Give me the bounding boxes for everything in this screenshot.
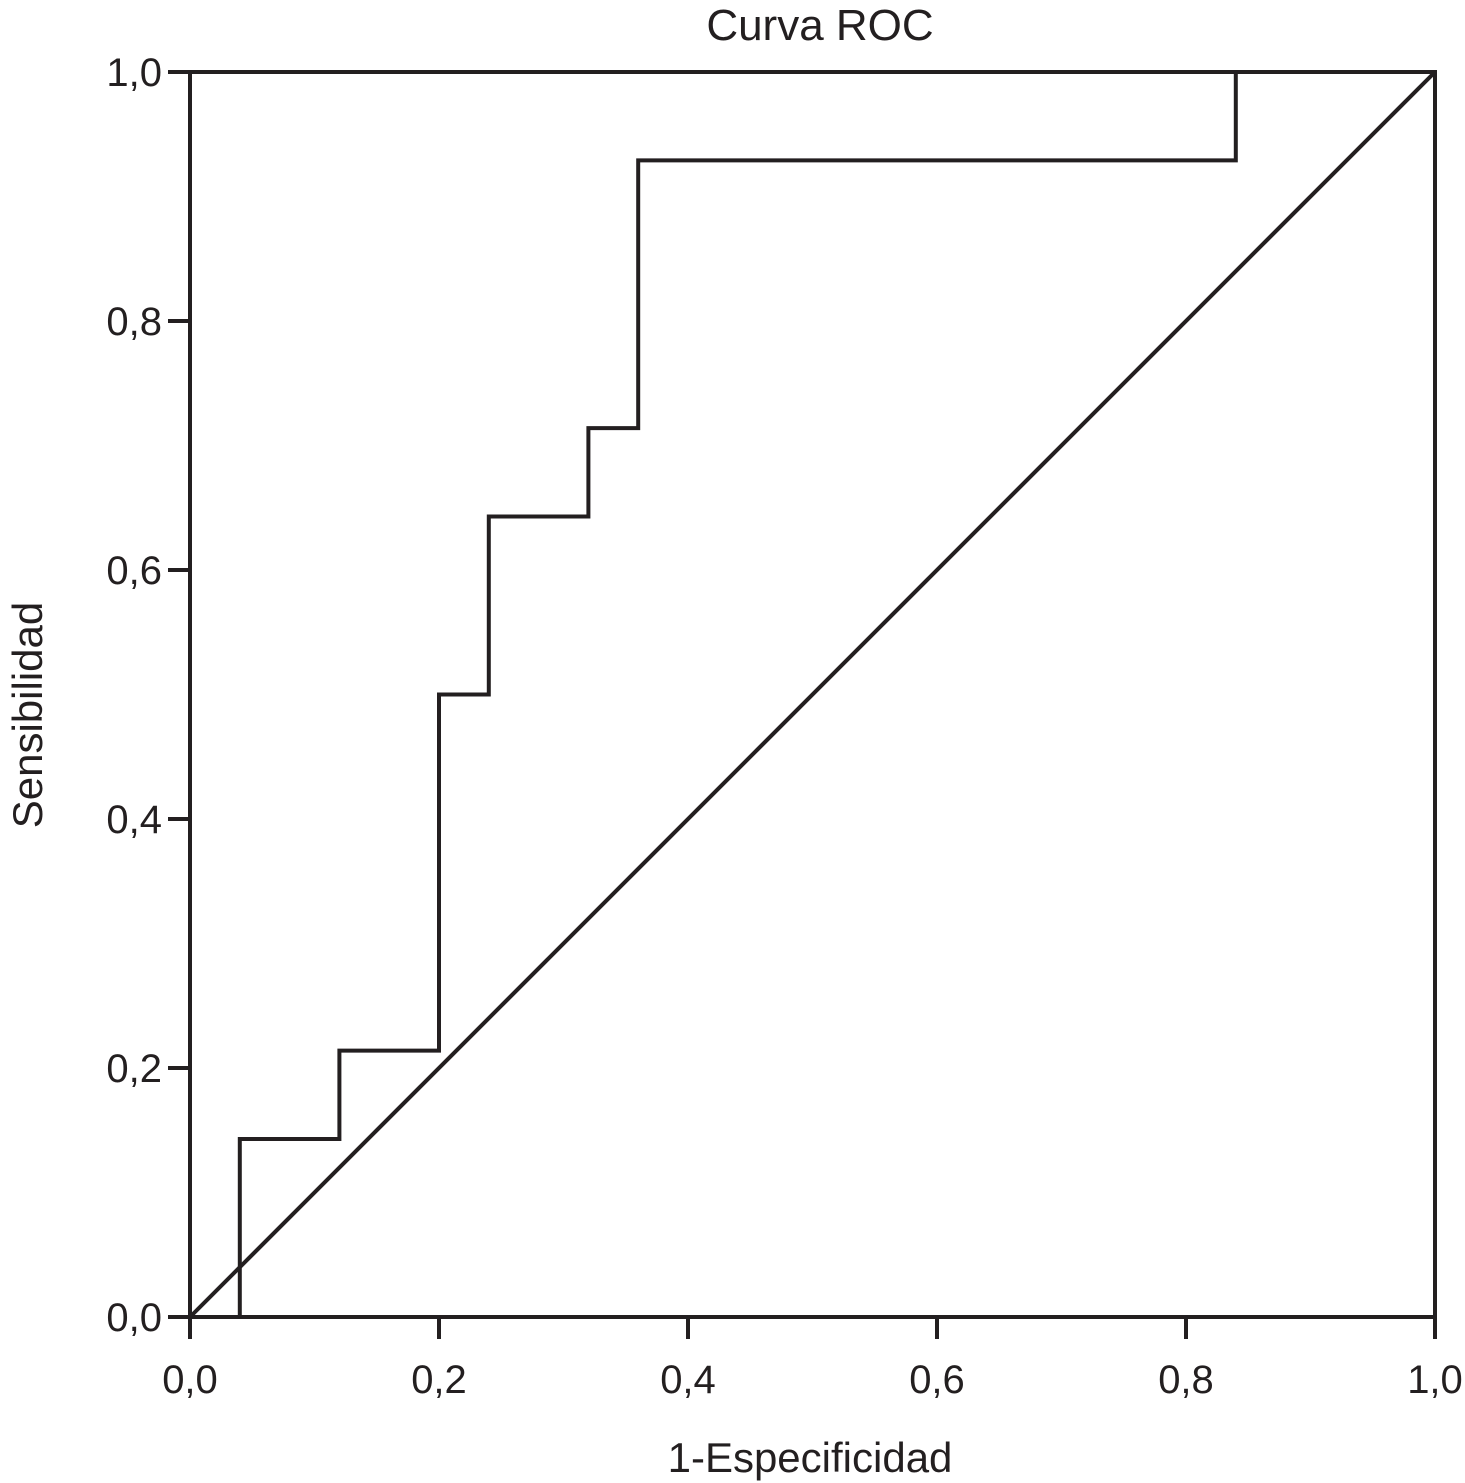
y-tick-label: 0,8 [106,300,162,344]
series-layer [188,70,1437,1319]
y-tick-label: 0,4 [106,798,162,842]
y-tick-label: 0,6 [106,549,162,593]
x-tick-label: 0,6 [909,1358,965,1402]
y-axis-label: Sensibilidad [4,602,51,829]
x-tick-label: 0,0 [162,1358,218,1402]
chart-title: Curva ROC [706,1,933,50]
y-tick-label: 0,2 [106,1047,162,1091]
x-tick-label: 1,0 [1407,1358,1463,1402]
roc-step-curve [237,70,1435,1317]
y-tick-label: 0,0 [106,1296,162,1340]
x-tick-label: 0,8 [1158,1358,1214,1402]
y-axis: 0,0 0,2 0,4 0,6 0,8 1,0 [106,51,190,1340]
x-tick-label: 0,2 [411,1358,467,1402]
x-axis: 0,0 0,2 0,4 0,6 0,8 1,0 [162,1317,1463,1402]
reference-diagonal-line [188,70,1437,1319]
x-tick-label: 0,4 [660,1358,716,1402]
plot-frame [188,70,1437,1319]
x-axis-label: 1-Especificidad [668,1434,953,1481]
y-tick-label: 1,0 [106,51,162,95]
